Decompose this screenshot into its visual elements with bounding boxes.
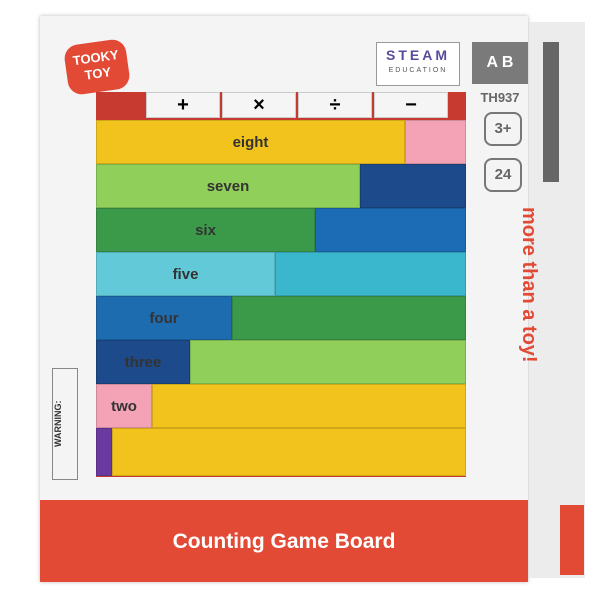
complement-block[interactable] xyxy=(315,208,466,252)
number-block[interactable]: four xyxy=(96,296,232,340)
complement-block[interactable] xyxy=(275,252,466,296)
block-label: four xyxy=(149,309,179,327)
number-block[interactable]: three xyxy=(96,340,190,384)
warning-label: WARNING: xyxy=(52,368,78,480)
block-label: five xyxy=(172,265,199,283)
operator-tile[interactable]: + xyxy=(146,92,220,118)
ab-block-icon: A B xyxy=(472,42,528,84)
counting-board: +×÷− eight seven six five four three two 6 xyxy=(96,92,466,477)
block-label: eight xyxy=(232,133,269,151)
number-block[interactable]: five xyxy=(96,252,275,296)
complement-block[interactable] xyxy=(405,120,466,164)
side-strip xyxy=(543,42,559,182)
age-badge: 3+ xyxy=(484,112,522,146)
operator-tile[interactable]: ÷ xyxy=(298,92,372,118)
complement-block[interactable] xyxy=(152,384,466,428)
number-block[interactable]: eight xyxy=(96,120,405,164)
block-label: three xyxy=(124,353,162,371)
complement-block[interactable] xyxy=(112,428,466,476)
block-label: six xyxy=(195,221,216,239)
steam-subtitle: EDUCATION xyxy=(388,67,448,74)
side-red-panel xyxy=(560,505,584,575)
complement-block[interactable] xyxy=(232,296,466,340)
operator-tile[interactable]: × xyxy=(222,92,296,118)
number-block[interactable]: six xyxy=(96,208,315,252)
tagline: more than a toy! xyxy=(518,207,540,363)
complement-block[interactable] xyxy=(360,164,466,208)
product-title: Counting Game Board xyxy=(172,530,396,553)
block-label: seven xyxy=(206,177,250,195)
number-block[interactable]: two xyxy=(96,384,152,428)
operator-tile[interactable]: − xyxy=(374,92,448,118)
product-code: TH937 xyxy=(480,90,520,105)
complement-block[interactable] xyxy=(190,340,466,384)
block-label: two xyxy=(111,397,137,415)
pieces-badge: 24 xyxy=(484,158,522,192)
brand-logo: TOOKY TOY xyxy=(62,37,132,97)
number-block[interactable]: seven xyxy=(96,164,360,208)
number-block[interactable]: 6 xyxy=(96,428,138,476)
title-banner xyxy=(40,500,528,582)
steam-title: STEAM xyxy=(386,47,450,63)
steam-badge: STEAM EDUCATION xyxy=(376,42,460,86)
